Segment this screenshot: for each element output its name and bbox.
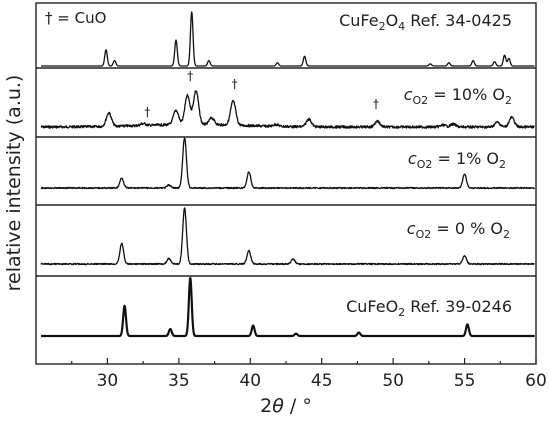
x-tick-label: 45 <box>311 371 333 391</box>
x-axis-ticks: 30 35 40 45 50 55 60 <box>71 358 547 391</box>
x-tick-label: 40 <box>239 371 261 391</box>
x-axis-title: 2θ / ° <box>260 395 312 417</box>
trace-cufeo2-reference <box>40 276 536 338</box>
cuo-dagger-marker: † <box>232 77 238 91</box>
trace-0-percent-o2 <box>40 207 535 266</box>
x-tick-label: 35 <box>168 371 190 391</box>
cuo-dagger-marker: † <box>144 105 150 119</box>
trace-cufe2o4-reference <box>40 11 535 67</box>
cuo-dagger-marker: † <box>187 69 193 83</box>
x-tick-label: 60 <box>525 371 547 391</box>
label-cufeo2-reference: CuFeO2 Ref. 39-0246 <box>346 297 512 319</box>
label-0-percent-o2: cO2 = 0 % O2 <box>407 219 510 241</box>
trace-1-percent-o2 <box>40 137 536 190</box>
label-cufe2o4-reference: CuFe2O4 Ref. 34-0425 <box>339 11 512 33</box>
label-1-percent-o2: cO2 = 1% O2 <box>408 149 506 171</box>
cuo-legend-note: † = CuO <box>45 9 106 27</box>
x-tick-label: 55 <box>454 371 476 391</box>
label-10-percent-o2: cO2 = 10% O2 <box>404 85 512 107</box>
y-axis-title: relative intensity (a.u.) <box>3 75 25 292</box>
x-tick-label: 50 <box>382 371 404 391</box>
cuo-dagger-marker: † <box>373 97 379 111</box>
trace-10-percent-o2 <box>40 90 535 129</box>
cuo-markers: † † † † <box>144 69 379 119</box>
x-tick-label: 30 <box>97 371 119 391</box>
